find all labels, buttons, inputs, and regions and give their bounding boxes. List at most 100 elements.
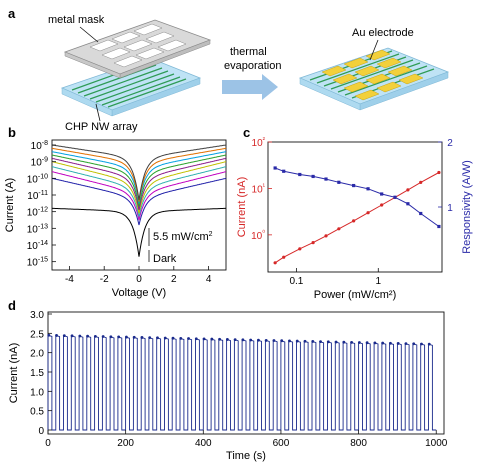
nanowire-array-pointer [95, 103, 101, 122]
current-point [437, 170, 441, 175]
y-left-tick-label: 10¹ [252, 183, 266, 195]
on-state-point [55, 334, 58, 337]
on-state-point [319, 340, 322, 344]
y-tick-label: 10-8 [31, 140, 48, 152]
on-state-point [389, 341, 392, 345]
on-state-point [179, 336, 183, 340]
on-state-point [373, 341, 377, 345]
on-state-point [78, 334, 82, 338]
iv-curve-light-6 [51, 154, 227, 207]
current-point [406, 188, 410, 192]
x-tick-label: 1000 [425, 438, 448, 449]
responsivity-point [273, 166, 277, 170]
iv-curve-light-4 [51, 161, 227, 214]
iv-curve-light-5 [51, 157, 227, 211]
on-state-point [86, 334, 89, 338]
on-state-point [272, 339, 276, 342]
panel-d-x-axis-label: Time (s) [226, 450, 266, 462]
on-state-point [412, 342, 416, 346]
y-right-tick-label: 1 [447, 203, 453, 214]
y-left-tick-label-base: 10 [251, 231, 263, 242]
nanowire-array-label: CHP NW array [65, 121, 138, 133]
on-state-point [381, 341, 385, 345]
responsivity-point [298, 172, 302, 177]
on-state-point [420, 342, 423, 346]
y-tick-label: 3.0 [30, 310, 44, 321]
y-tick-label-base: 10 [31, 141, 43, 152]
on-state-point [303, 339, 307, 343]
on-state-point [125, 335, 128, 339]
panel-b-y-axis-label: Current (A) [4, 178, 16, 232]
x-tick-label: 200 [117, 438, 134, 449]
on-state-point [93, 334, 97, 338]
on-state-point [70, 334, 74, 338]
y-tick-label-exponent: -8 [42, 140, 48, 147]
y-left-tick-label: 10² [252, 137, 266, 149]
panel-d-ticks: 0 200 400 600 800 1000 0 0.5 1.0 1.5 2.0 2.5 3.0 [30, 310, 448, 449]
responsivity-series-line [274, 167, 440, 227]
on-state-point [350, 340, 353, 344]
on-state-point [187, 337, 190, 340]
on-state-point [311, 340, 315, 343]
responsivity-point [393, 195, 397, 199]
substrate-right-front [299, 77, 361, 111]
y-tick-label-base: 10 [27, 224, 39, 235]
on-state-point [288, 339, 291, 343]
panel-d-label: d [8, 298, 16, 313]
y-tick-label-exponent: -15 [38, 257, 48, 264]
y-left-tick-label-base: 10 [252, 184, 264, 195]
x-tick-label: 0.1 [289, 276, 303, 287]
y-tick-label: 10-15 [27, 257, 48, 269]
current-point [366, 211, 370, 215]
x-tick-label: 2 [171, 274, 177, 285]
current-point [298, 247, 302, 251]
on-state-point [357, 341, 361, 344]
responsivity-point [366, 187, 370, 191]
y-tick-label-exponent: -10 [38, 173, 48, 180]
panel-a: a metal mask CHP NW array thermal evapor… [8, 6, 450, 133]
panel-d: d 0 200 400 600 800 1000 0 0.5 1.0 1.5 2.0 2.5 3.0 T… [8, 298, 448, 462]
panel-a-label: a [8, 6, 16, 21]
photocurrent-trace [47, 334, 437, 431]
responsivity-point [437, 224, 441, 229]
iv-curve-light-8 [51, 147, 227, 202]
x-tick-label: -4 [65, 274, 74, 285]
iv-curve-light-2 [51, 171, 227, 221]
y-tick-label: 1.5 [30, 368, 44, 379]
arrow-label-evaporation: evaporation [224, 60, 282, 72]
dark-annotation: Dark [153, 253, 177, 265]
au-electrode-label: Au electrode [352, 27, 414, 39]
y-tick-label-exponent: -11 [38, 190, 48, 197]
on-state-point [109, 335, 113, 339]
metal-mask-label: metal mask [48, 14, 105, 26]
panel-c-y-left-axis-label: Current (nA) [236, 177, 248, 238]
mask-openings [89, 23, 187, 68]
on-state-point [163, 336, 167, 340]
y-left-tick-label-base: 10 [252, 138, 264, 149]
responsivity-point [380, 192, 384, 196]
on-state-point [62, 334, 66, 338]
current-point [282, 255, 286, 259]
on-state-point [140, 336, 144, 339]
current-point [380, 203, 384, 207]
metal-mask-pointer [79, 26, 99, 43]
y-tick-label-exponent: -13 [38, 223, 48, 230]
on-state-point [202, 337, 206, 341]
x-tick-label: 4 [206, 274, 212, 285]
panel-b-x-axis-label: Voltage (V) [112, 287, 166, 299]
au-electrodes [321, 49, 424, 101]
on-state-point [156, 336, 159, 340]
y-tick-label: 0.5 [30, 407, 44, 418]
x-tick-label: 600 [273, 438, 290, 449]
x-tick-label: -2 [100, 274, 109, 285]
on-state-point [396, 342, 400, 345]
panel-b-x-ticks: -4 -2 0 2 4 [65, 266, 212, 285]
current-point [324, 234, 328, 238]
on-state-point [257, 338, 260, 342]
current-point [337, 227, 341, 231]
y-tick-label-base: 10 [27, 191, 39, 202]
on-state-point [404, 342, 408, 346]
on-state-point [101, 335, 105, 338]
